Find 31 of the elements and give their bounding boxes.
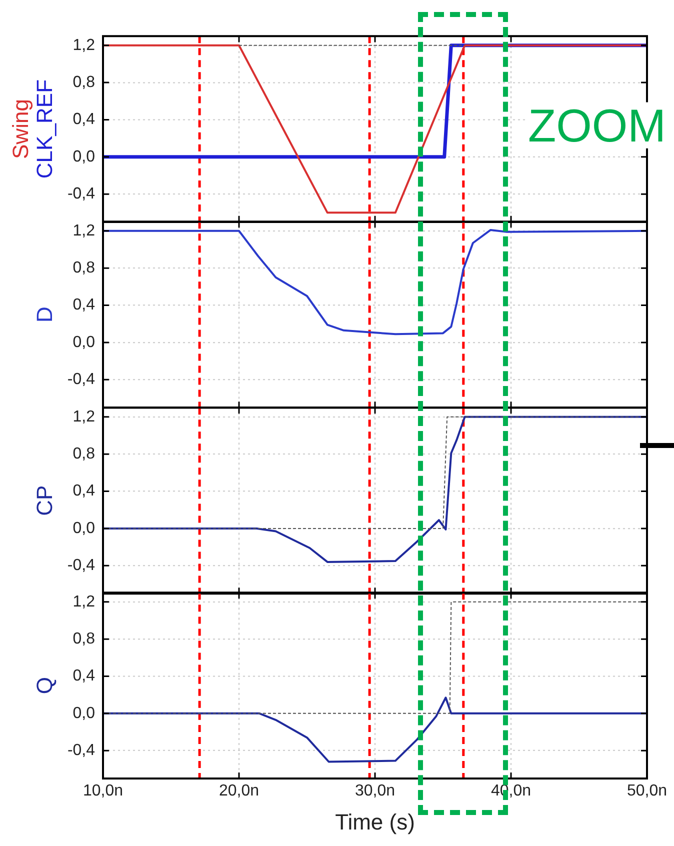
y-tick-label: 1,2 bbox=[72, 408, 96, 425]
y-tick-label: -0,4 bbox=[67, 185, 96, 202]
text: D bbox=[32, 306, 57, 322]
y-tick-label: -0,4 bbox=[67, 742, 96, 760]
text: Swing bbox=[8, 99, 33, 160]
y-tick-label: -0,4 bbox=[67, 370, 96, 388]
y-tick-label: 0,4 bbox=[72, 482, 96, 500]
y-tick-label: 0,0 bbox=[72, 519, 96, 536]
y-tick-label: 1,2 bbox=[72, 36, 96, 54]
y-tick-label: 0,8 bbox=[72, 259, 96, 276]
x-axis-title: Time (s) bbox=[335, 810, 415, 835]
x-tick-label: 20,0n bbox=[219, 782, 259, 800]
y-tick-label: 0,4 bbox=[72, 296, 96, 314]
text: CLK_REF bbox=[32, 79, 57, 179]
y-tick-label: 0,8 bbox=[72, 445, 96, 462]
y-tick-label: 0,4 bbox=[72, 111, 96, 128]
x-tick-label: 50,0n bbox=[627, 782, 667, 800]
y-tick-label: 0,8 bbox=[72, 630, 96, 648]
y-tick-label: -0,4 bbox=[67, 556, 96, 574]
annotation: ZOOM bbox=[528, 99, 666, 152]
x-tick-label: 30,0n bbox=[355, 782, 395, 800]
text: Q bbox=[32, 677, 57, 695]
y-tick-label: 0,4 bbox=[72, 668, 96, 686]
y-tick-label: 0,0 bbox=[72, 148, 96, 166]
x-tick-label: 10,0n bbox=[83, 782, 123, 800]
text: CP bbox=[32, 484, 57, 516]
y-tick-label: 1,2 bbox=[72, 594, 96, 611]
y-tick-label: 0,8 bbox=[72, 74, 96, 91]
y-tick-label: 0,0 bbox=[72, 334, 96, 351]
y-tick-label: 1,2 bbox=[72, 222, 96, 240]
y-tick-label: 0,0 bbox=[72, 705, 96, 722]
